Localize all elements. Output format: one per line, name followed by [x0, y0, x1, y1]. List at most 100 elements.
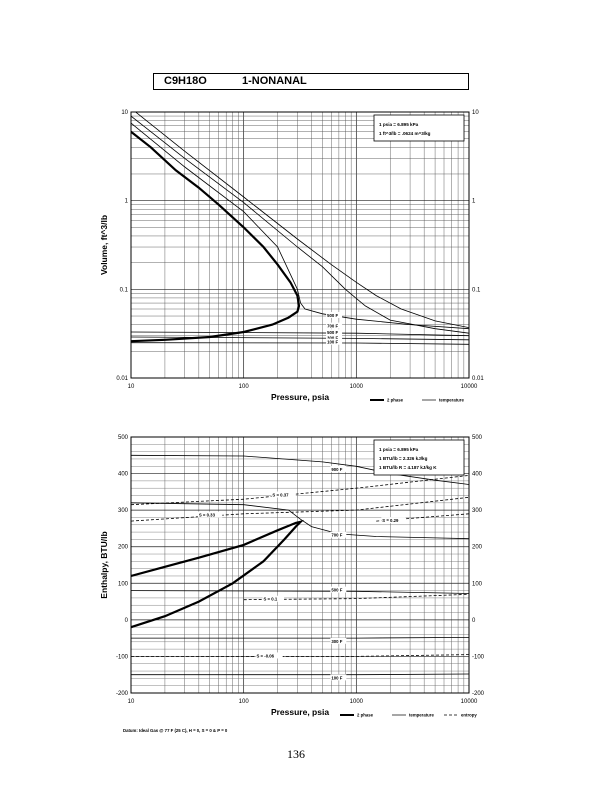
chart2-series-label-300-f: 300 F — [331, 639, 342, 644]
chart2-conversion-box — [373, 439, 465, 476]
chart2-series-label-s-0-33: S = 0.33 — [199, 513, 216, 518]
chart2-plot-frame — [130, 436, 470, 694]
chart2-series-label-bg — [330, 674, 347, 681]
chart2-conversion-text: 1 BTU/lb = 2.326 kJ/kg — [379, 456, 428, 461]
chart2-y-tick-label-right: -200 — [472, 691, 485, 697]
chart2-series-s-0-06 — [131, 654, 469, 657]
chart2-y-axis-label: Enthalpy, BTU/lb — [99, 531, 109, 598]
chart2-series-label-s-0-29: S = 0.29 — [382, 518, 399, 523]
chart2-y-tick-label-left: 500 — [118, 435, 129, 441]
chart1-x-tick-label: 100 — [239, 384, 250, 390]
chart1-series-label-bg — [326, 322, 343, 329]
chart2-legend-label: entropy — [461, 713, 477, 718]
chart1-series-label-500-f: 500 F — [327, 313, 338, 318]
chart2-series-label-bg — [330, 465, 347, 472]
chart2-y-tick-label-left: 400 — [118, 472, 129, 478]
chart1-y-axis-label: Volume, ft^3/lb — [99, 215, 109, 275]
chart2-x-tick-label: 10 — [128, 699, 135, 705]
chart2-conversion-text: 1 BTU/lb R = 4.187 kJ/kg K — [379, 465, 437, 470]
chart1-y-tick-label-left: 0.01 — [116, 376, 128, 382]
chart2-series-s-0-33 — [131, 496, 469, 522]
chart2-series-2-phase — [131, 519, 305, 629]
compound-title-box: C9H18O 1-NONANAL — [153, 73, 469, 90]
chart1-y-tick-label-right: 1 — [472, 199, 476, 205]
compound-name: 1-NONANAL — [242, 75, 307, 87]
chart1-series-900-f — [134, 112, 469, 328]
chart1-series-label-bg — [326, 338, 343, 345]
chart1-y-tick-label-right: 0.01 — [472, 376, 484, 382]
chart1-series-label-300-f: 300 F — [327, 335, 338, 340]
chart2-x-tick-label: 10000 — [461, 699, 478, 705]
chart2-series-label-bg — [197, 511, 223, 518]
chart2-series-500-f — [131, 590, 469, 594]
chart1-series-label-500-f: 500 F — [327, 330, 338, 335]
compound-formula: C9H18O — [164, 75, 207, 87]
chart1-y-tick-label-left: 1 — [125, 199, 129, 205]
chart2-y-tick-label-right: 500 — [472, 435, 483, 441]
chart2-series-label-bg — [330, 531, 347, 538]
chart2-series-label-s-0-06: S = -0.06 — [257, 653, 275, 658]
chart1-x-tick-label: 10 — [128, 384, 135, 390]
chart2-y-tick-label-left: 0 — [125, 618, 129, 624]
chart1-x-axis-label: Pressure, psia — [271, 392, 329, 402]
chart2-series-900-f — [131, 454, 469, 485]
chart1-x-tick-label: 10000 — [461, 384, 478, 390]
chart2-series-label-bg — [255, 652, 283, 659]
chart1-series-700-f — [131, 115, 469, 334]
chart2-conversion-text: 1 psia = 6.895 kPa — [379, 447, 419, 452]
chart2-series-label-bg — [262, 595, 285, 602]
chart2-series-label-900-f: 900 F — [331, 467, 342, 472]
chart1-series-500-f — [131, 331, 469, 337]
chart2-y-tick-label-right: 300 — [472, 508, 483, 514]
chart1-series-100-f — [131, 342, 469, 345]
chart2-y-tick-label-right: 100 — [472, 581, 483, 587]
chart2-series-label-bg — [271, 491, 296, 498]
chart2-series-300-f — [131, 637, 469, 639]
chart1-legend-label: temperature — [439, 398, 464, 403]
chart1-x-tick-label: 1000 — [350, 384, 364, 390]
chart2-x-tick-label: 100 — [239, 699, 250, 705]
chart2-y-tick-label-right: 0 — [472, 618, 476, 624]
chart2-y-tick-label-right: 200 — [472, 545, 483, 551]
chart2-series-700-f — [131, 502, 469, 540]
chart1-conversion-box — [373, 114, 465, 142]
chart1-series-label-700-f: 700 F — [327, 324, 338, 329]
chart2-y-tick-label-left: -100 — [116, 654, 129, 660]
chart1-y-tick-label-left: 0.1 — [120, 287, 129, 293]
chart1-series-300-f — [131, 336, 469, 341]
chart2-legend-label: temperature — [409, 713, 434, 718]
chart2-y-tick-label-right: -100 — [472, 654, 485, 660]
chart1-conversion-text: 1 ft^3/lb = .0624 m^3/kg — [379, 131, 431, 136]
chart1-plot-frame — [130, 111, 470, 379]
chart2-series-s-0-37 — [131, 475, 469, 506]
chart1-series-500-f — [131, 122, 469, 330]
chart2-series-label-s-0-1: S = 0.1 — [264, 597, 278, 602]
chart2-series-label-700-f: 700 F — [331, 533, 342, 538]
chart1-y-tick-label-right: 10 — [472, 110, 479, 116]
chart2-datum-note: Datum: Ideal Gas @ 77 F (25 C), H = 0, S… — [123, 728, 228, 733]
chart2-x-tick-label: 1000 — [350, 699, 364, 705]
chart1-series-label-bg — [326, 329, 343, 336]
chart1-y-tick-label-left: 10 — [121, 110, 128, 116]
chart1-series-label-bg — [326, 334, 343, 341]
chart1-y-tick-label-right: 0.1 — [472, 287, 481, 293]
page-number: 136 — [287, 747, 305, 761]
chart2-x-axis-label: Pressure, psia — [271, 707, 329, 717]
chart2-series-label-100-f: 100 F — [331, 675, 342, 680]
chart2-y-tick-label-left: 100 — [118, 581, 129, 587]
chart2-series-label-s-0-37: S = 0.37 — [272, 493, 289, 498]
chart1-legend-label: 2 phase — [387, 398, 404, 403]
chart1-series-label-bg — [326, 312, 343, 319]
chart2-series-100-f — [131, 673, 469, 676]
chart2-series-label-bg — [330, 586, 347, 593]
chart1-series-2-phase — [131, 130, 301, 343]
chart2-series-label-500-f: 500 F — [331, 588, 342, 593]
chart1-series-label-100-f: 100 F — [327, 340, 338, 345]
chart1-conversion-text: 1 psia = 6.895 kPa — [379, 122, 419, 127]
chart2-series-label-bg — [330, 637, 347, 644]
chart2-y-tick-label-left: 300 — [118, 508, 129, 514]
chart2-y-tick-label-left: 200 — [118, 545, 129, 551]
chart2-series-label-bg — [381, 517, 406, 524]
chart2-y-tick-label-left: -200 — [116, 691, 129, 697]
